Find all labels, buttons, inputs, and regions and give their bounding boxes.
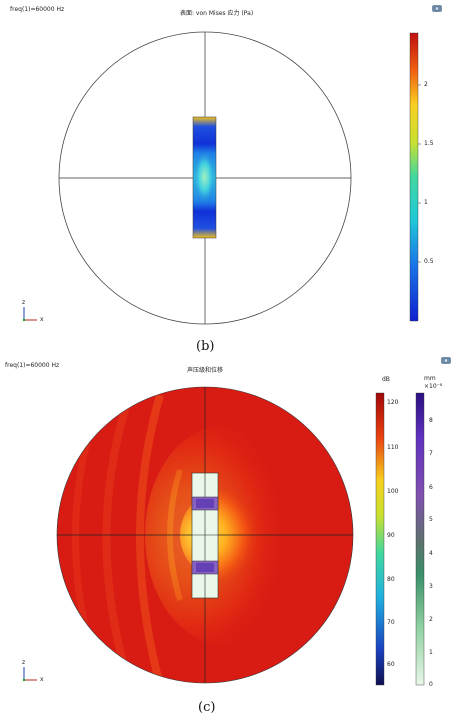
panel-b-axis-z: z: [22, 299, 26, 306]
panel-c-colorbar-mm: [415, 392, 425, 686]
panel-b-domain: [58, 31, 352, 325]
panel-c-mm-tick: 3: [429, 583, 433, 590]
panel-c-axis-z: z: [22, 659, 26, 666]
panel-c-db-tick: 90: [387, 532, 395, 539]
panel-b-axis-x: x: [40, 316, 44, 323]
panel-c-db-tick: 100: [387, 488, 399, 495]
camera-icon[interactable]: [432, 4, 442, 12]
panel-c-colorbar-db: [375, 392, 385, 686]
panel-c-mm-tick: 4: [429, 550, 433, 557]
panel-b-colorbar: [409, 32, 421, 322]
panel-c-colorbar-db-unit: dB: [382, 376, 390, 383]
panel-c-mm-tick: 5: [429, 516, 433, 523]
panel-b-tick: 1: [424, 199, 428, 206]
panel-c-colorbar-mm-unit: mm: [424, 375, 436, 382]
panel-b-title: 表面: von Mises 应力 (Pa): [180, 10, 254, 17]
panel-c-mm-tick: 8: [429, 417, 433, 424]
panel-b-axis-triad: [22, 307, 37, 322]
panel-c-mm-tick: 6: [429, 484, 433, 491]
panel-b-tick: 2: [424, 81, 428, 88]
panel-c-mm-tick: 2: [429, 616, 433, 623]
panel-c-db-tick: 70: [387, 619, 395, 626]
panel-c-caption: (c): [198, 700, 216, 715]
panel-c-axis-x: x: [40, 676, 44, 683]
panel-b-tick: 0.5: [424, 258, 434, 265]
panel-b-tick: 1.5: [424, 140, 434, 147]
panel-b-freq-label: freq(1)=60000 Hz: [10, 6, 65, 13]
panel-c-axis-triad: [22, 667, 37, 682]
panel-c-colorbar-mm-exponent: ×10⁻⁸: [424, 383, 443, 390]
panel-c-db-tick: 80: [387, 576, 395, 583]
panel-c-domain: [56, 386, 354, 684]
panel-c-title: 声压级和位移: [187, 367, 224, 374]
panel-c-db-tick: 120: [387, 399, 399, 406]
panel-c-mm-tick: 7: [429, 450, 433, 457]
panel-c-freq-label: freq(1)=60000 Hz: [5, 362, 60, 369]
panel-c-db-tick: 60: [387, 661, 395, 668]
panel-b-caption: (b): [196, 339, 215, 354]
panel-c-mm-tick: 1: [429, 649, 433, 656]
panel-c-db-tick: 110: [387, 444, 399, 451]
panel-c-mm-tick: 0: [429, 681, 433, 688]
camera-icon[interactable]: [441, 356, 451, 364]
